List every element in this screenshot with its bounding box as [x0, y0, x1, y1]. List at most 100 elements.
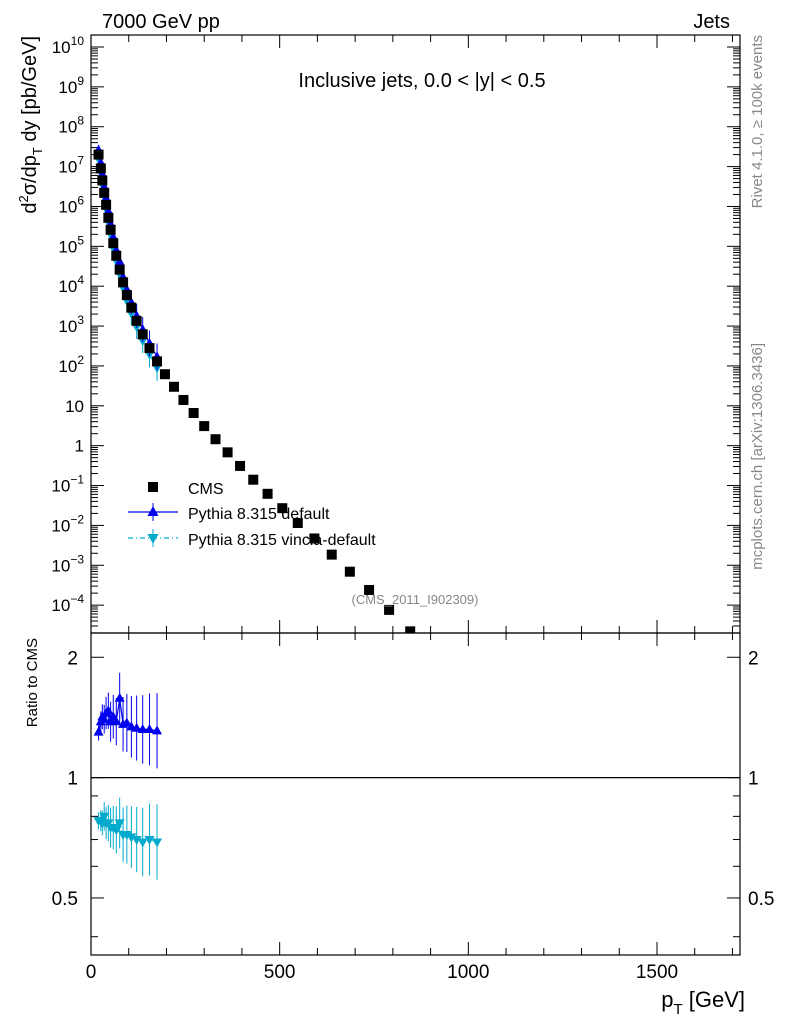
main-y-tick-label: 105 — [58, 233, 84, 256]
x-tick-label: 500 — [264, 962, 296, 983]
ratio-pythia-default-point — [93, 726, 104, 736]
main-y-tick-label: 104 — [58, 273, 84, 296]
main-y-tick-label: 107 — [58, 154, 84, 177]
cms-point — [126, 302, 137, 313]
ratio-pythia-vincia-point — [137, 838, 148, 848]
analysis-id: (CMS_2011_I902309) — [352, 592, 479, 607]
main-title: Inclusive jets, 0.0 < |y| < 0.5 — [298, 70, 545, 92]
cms-point — [199, 421, 210, 432]
ratio-pythia-vincia-point — [131, 835, 142, 845]
main-y-tick-label: 10−1 — [51, 473, 84, 496]
cms-point — [277, 503, 288, 514]
main-y-tick-label: 10−2 — [51, 512, 84, 535]
cms-point — [188, 407, 199, 418]
main-y-tick-label: 10 — [65, 397, 84, 416]
ratio-pythia-default-point — [137, 724, 148, 734]
cms-point — [248, 474, 259, 485]
cms-point — [152, 356, 163, 367]
mcplots-label: mcplots.cern.ch [arXiv:1306.3436] — [749, 343, 766, 570]
cms-point — [405, 626, 416, 633]
cms-point — [384, 604, 395, 615]
legend-label-cms: CMS — [188, 481, 224, 498]
x-tick-labels: 0 500 1000 1500 — [86, 962, 678, 983]
ratio-series-pythia-vincia — [93, 797, 163, 880]
legend-label-pythia-default: Pythia 8.315 default — [188, 506, 330, 523]
ratio-y-tick-label: 0.5 — [52, 889, 78, 910]
ratio-pythia-vincia-point — [152, 838, 163, 848]
ratio-pythia-vincia-point — [121, 831, 132, 841]
ratio-series-pythia-default — [93, 672, 163, 769]
legend-mark-pythia-vincia — [147, 534, 159, 544]
ratio-pythia-default-point — [111, 716, 122, 726]
ratio-y-tick-label-right: 1 — [748, 769, 759, 790]
cms-point — [105, 224, 116, 235]
ratio-pythia-vincia-point — [111, 826, 122, 836]
ratio-y-tick-label: 2 — [67, 648, 78, 669]
main-y-tick-label: 1010 — [52, 34, 85, 57]
cms-point — [101, 199, 112, 210]
main-y-tick-labels: 101010910810710610510410310210110−110−21… — [51, 34, 84, 615]
cms-point — [95, 163, 106, 174]
cms-point — [97, 175, 108, 186]
rivet-label: Rivet 4.1.0, ≥ 100k events — [749, 35, 766, 208]
ratio-y-tick-label: 1 — [67, 769, 78, 790]
main-y-axis-label-text: d2σ/dpT dy [pb/GeV] — [16, 36, 45, 214]
ratio-pythia-vincia-point — [144, 835, 155, 845]
series-cms — [93, 149, 416, 633]
pythia-default-point — [103, 205, 114, 215]
cms-point — [131, 315, 142, 326]
cms-point — [210, 434, 221, 445]
ratio-pythia-default-point — [114, 692, 125, 702]
ratio-pythia-vincia-point — [99, 812, 110, 822]
cms-point — [99, 187, 110, 198]
ratio-pythia-default-point — [152, 725, 163, 735]
cms-point — [169, 381, 180, 392]
x-axis-label-text: pT [GeV] — [661, 987, 745, 1018]
cms-point — [344, 566, 355, 577]
ratio-y-tick-label-right: 2 — [748, 648, 759, 669]
x-tick-label: 1500 — [636, 962, 678, 983]
main-y-tick-label: 10−3 — [51, 552, 84, 575]
cms-point — [137, 329, 148, 340]
legend-label-pythia-vincia: Pythia 8.315 vincia-default — [188, 532, 376, 549]
main-y-axis-label: d2σ/dpT dy [pb/GeV] — [16, 36, 45, 214]
cms-point — [222, 447, 233, 458]
main-y-tick-label: 109 — [58, 74, 84, 97]
ratio-y-tick-labels: 0.5 0.5 1 1 2 2 — [52, 648, 775, 910]
cms-point — [262, 488, 273, 499]
header-left: 7000 GeV pp — [102, 11, 220, 33]
cms-point — [159, 369, 170, 380]
cms-point — [118, 277, 129, 288]
main-y-tick-label: 102 — [58, 353, 84, 376]
ratio-plot-frame — [90, 632, 741, 956]
cms-point — [364, 584, 375, 595]
ratio-pythia-default-point — [121, 717, 132, 727]
legend: CMS Pythia 8.315 default Pythia 8.315 vi… — [128, 481, 376, 549]
cms-point — [309, 533, 320, 544]
ratio-pythia-default-point — [99, 713, 110, 723]
main-axis-ticks — [90, 34, 740, 634]
cms-point — [178, 394, 189, 405]
cms-point — [326, 549, 337, 560]
ratio-pythia-default-point — [131, 722, 142, 732]
cms-point — [292, 517, 303, 528]
main-y-tick-label: 108 — [58, 114, 84, 137]
x-tick-label: 0 — [86, 962, 97, 983]
cms-point — [93, 149, 104, 160]
cms-point — [108, 238, 119, 249]
cms-point — [111, 250, 122, 261]
x-axis-label: pT [GeV] — [661, 987, 745, 1018]
cms-point — [121, 290, 132, 301]
cms-point — [235, 460, 246, 471]
main-y-tick-label: 106 — [58, 193, 84, 216]
ratio-pythia-vincia-point — [126, 833, 137, 843]
main-y-tick-label: 1 — [75, 437, 84, 456]
main-y-tick-label: 10−4 — [51, 592, 84, 615]
cms-point — [103, 212, 114, 223]
ratio-pythia-default-point — [144, 724, 155, 734]
legend-mark-cms — [148, 482, 158, 492]
cms-point — [144, 343, 155, 354]
header-right: Jets — [693, 11, 730, 33]
